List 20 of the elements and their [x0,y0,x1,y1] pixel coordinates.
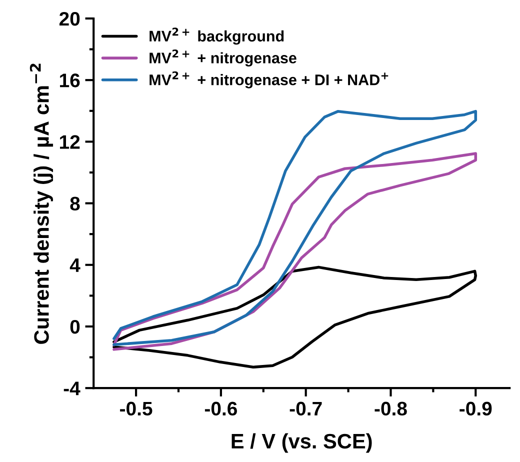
y-tick-label: 12 [60,135,80,149]
line-series [112,266,478,369]
x-tick-label: -0.6 [204,402,237,416]
legend-label: MV$^{2+}$ + nitrogenase + DI + NAD$^{+}$ [150,71,388,88]
y-tick-label: 16 [60,74,80,88]
x-tick-label: -0.5 [120,402,152,416]
line-series [112,110,478,346]
y-axis-title: Current density (j) / µA cm$^{−2}$ [30,64,54,344]
y-tick-label: 20 [59,12,80,26]
y-tick-label: -4 [64,382,80,396]
legend-label: MV$^{2+}$ background [150,28,284,45]
y-tick-label: 0 [70,320,80,334]
x-axis-title: E / V (vs. SCE) [232,433,372,453]
x-tick-label: -0.8 [374,402,407,416]
x-tick-label: -0.7 [290,402,322,416]
x-tick-label: -0.9 [460,402,492,416]
line-series [112,152,478,351]
y-tick-label: 8 [70,196,80,211]
y-tick-label: 4 [70,258,80,272]
legend-label: MV$^{2+}$ + nitrogenase [150,49,296,67]
